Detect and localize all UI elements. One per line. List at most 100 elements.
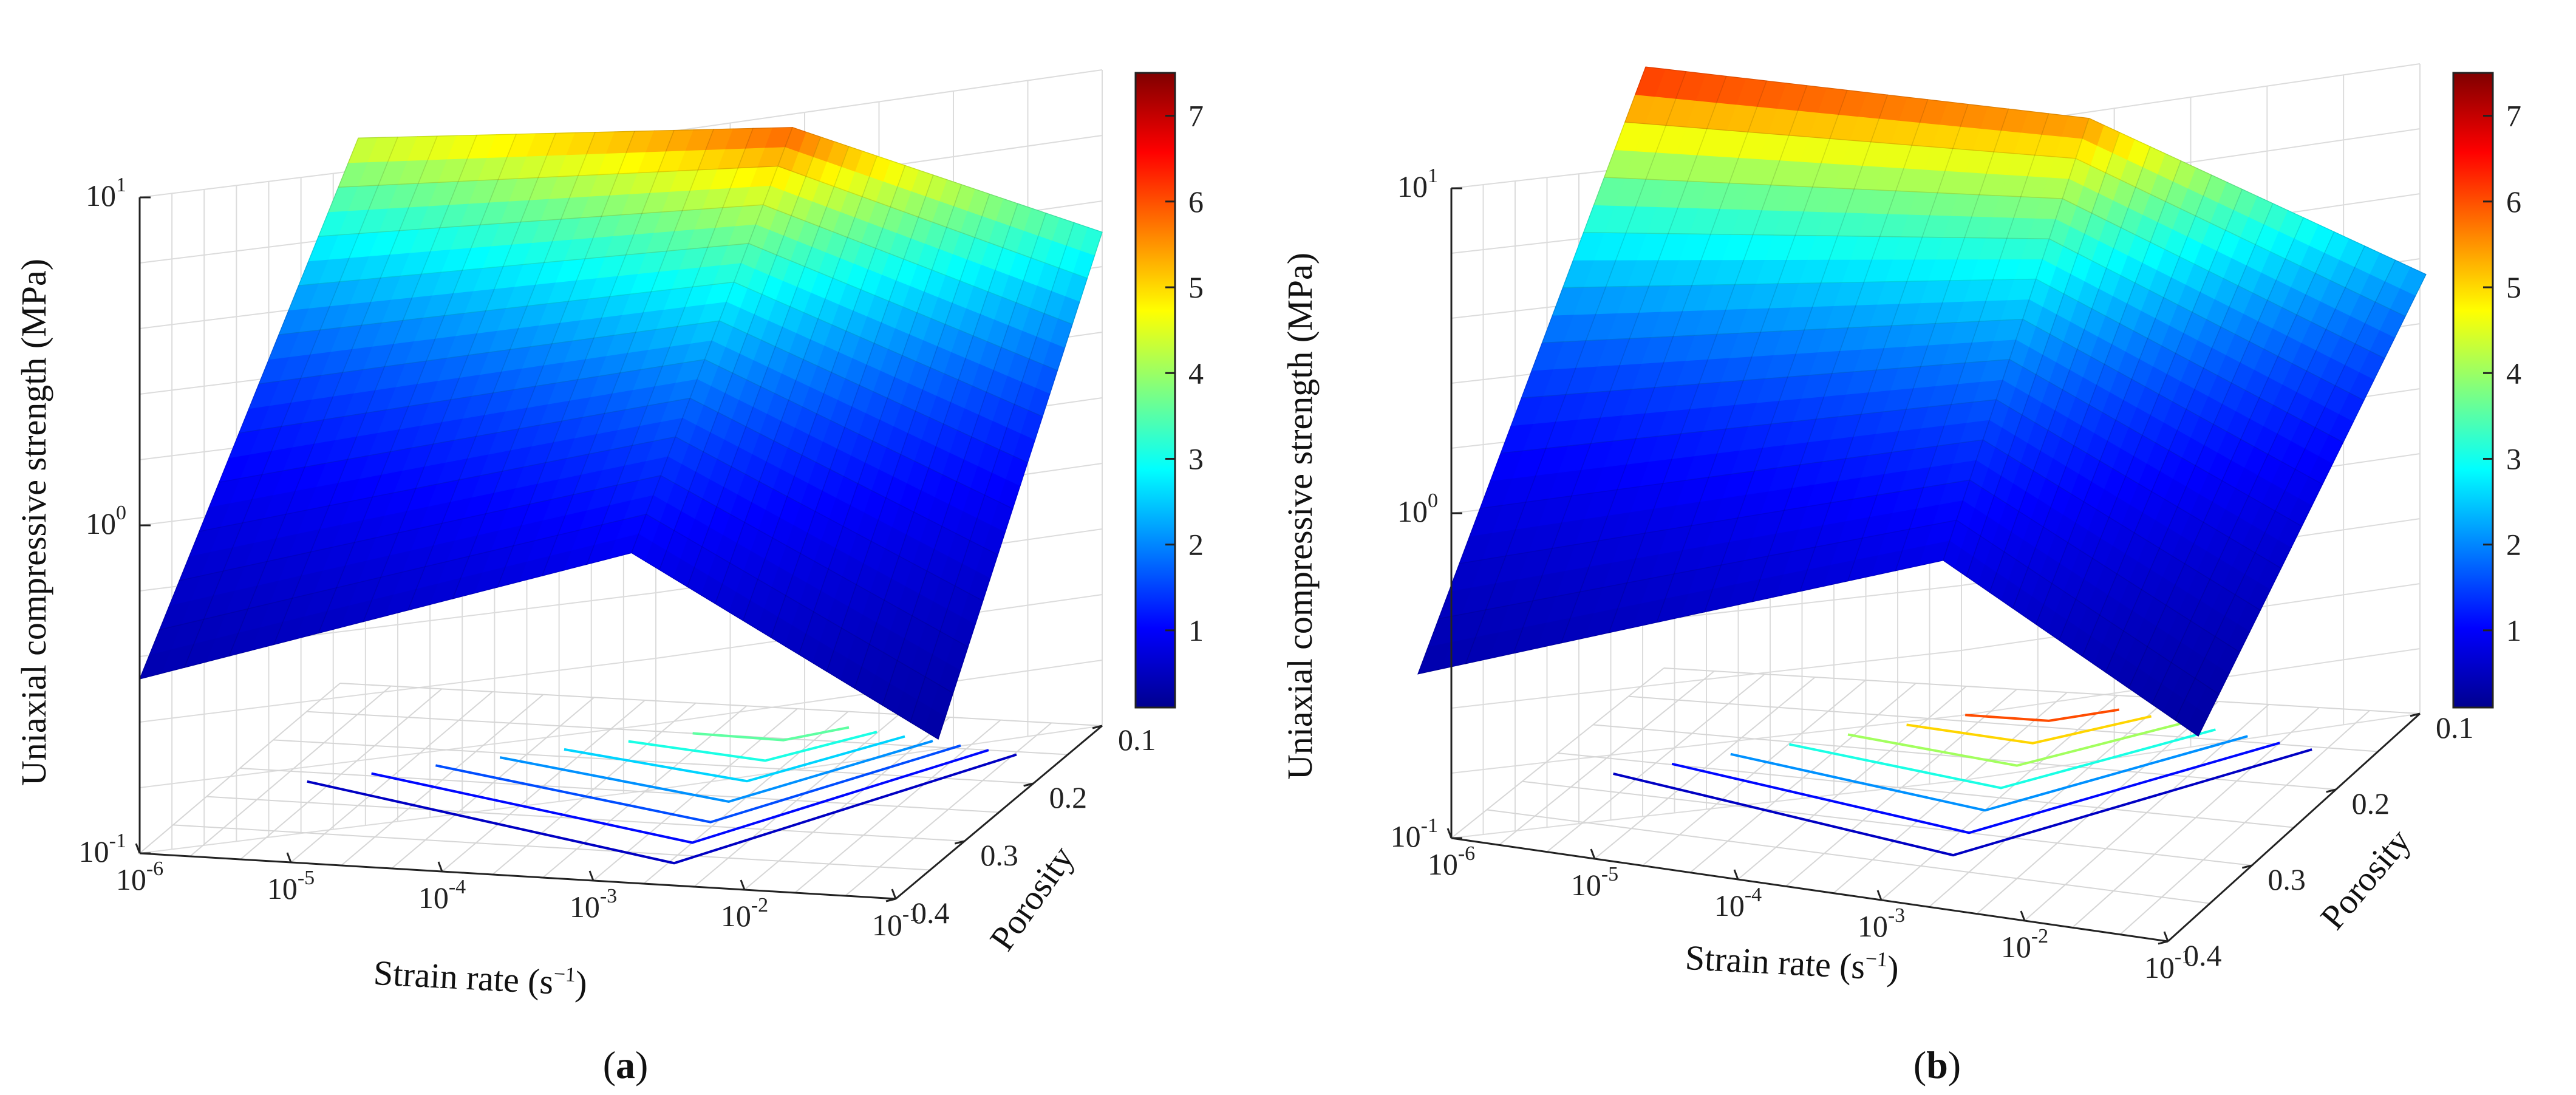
z-tick-label: 100 xyxy=(1397,490,1438,528)
y-tick xyxy=(954,840,965,845)
y-axis-label: Porosity xyxy=(2312,822,2418,937)
floor-gridline xyxy=(1628,695,2378,752)
panel-a: 10-110010110-610-510-410-310-210-10.10.2… xyxy=(14,69,1204,1086)
floor-gridline xyxy=(172,824,930,871)
mesh-line xyxy=(1561,80,1767,643)
surface-patch xyxy=(2400,267,2427,296)
colorbar-tick-label: 2 xyxy=(2506,528,2521,562)
wall-gridline xyxy=(139,725,1103,854)
mesh-line xyxy=(910,222,1075,723)
colorbar-tick-label: 3 xyxy=(1188,442,1204,476)
axes xyxy=(135,196,1103,902)
y-tick xyxy=(2158,940,2169,945)
x-axis-line xyxy=(139,852,896,900)
mesh-line xyxy=(690,397,998,556)
mesh-line xyxy=(2075,158,2406,317)
mesh-line xyxy=(318,134,517,633)
mesh-line xyxy=(159,513,647,630)
floor-gridline xyxy=(1557,752,2294,828)
y-tick-label: 0.1 xyxy=(1118,723,1156,757)
x-tick-label: 10-3 xyxy=(570,885,617,924)
x-tick-label: 10-6 xyxy=(1428,842,1475,881)
floor-grid xyxy=(139,683,1103,899)
x-tick-exponent: -3 xyxy=(1888,904,1905,927)
y-tick-label: 0.2 xyxy=(2352,786,2390,820)
x-tick-exponent: -1 xyxy=(902,903,919,926)
x-axis-label-exponent: −1 xyxy=(553,963,576,986)
mesh-line xyxy=(734,281,1043,417)
mesh-line xyxy=(1966,132,2121,577)
x-tick-exponent: -3 xyxy=(600,885,617,907)
y-tick xyxy=(2410,712,2421,717)
mesh-line xyxy=(298,243,749,286)
mesh-line xyxy=(660,475,969,647)
x-tick-exponent: -2 xyxy=(2031,925,2048,947)
surface-mesh xyxy=(1943,118,2427,737)
contour-line xyxy=(1613,748,2312,857)
mesh-line xyxy=(139,552,632,680)
contour-line xyxy=(1671,742,2280,834)
colorbar-tick-label: 6 xyxy=(2506,185,2521,219)
mesh-line xyxy=(1956,519,2220,695)
panel-label: (b) xyxy=(1913,1043,1961,1086)
mesh-line xyxy=(704,359,1014,510)
mesh-line xyxy=(259,320,720,384)
x-axis-label-text: Strain rate (s xyxy=(1685,938,1866,986)
mesh-line xyxy=(279,281,734,335)
z-tick-exponent: 1 xyxy=(116,174,126,196)
panel-b: 10-110010110-610-510-410-310-210-10.10.2… xyxy=(1280,63,2521,1086)
mesh-line xyxy=(1645,66,2090,119)
panel-label-letter: a xyxy=(616,1043,635,1086)
mesh-line xyxy=(1501,399,1997,454)
colorbar xyxy=(2452,72,2494,709)
mesh-line xyxy=(1562,278,2036,288)
mesh-line xyxy=(2036,278,2343,443)
mesh-line xyxy=(715,155,877,604)
mesh-line xyxy=(179,475,661,581)
x-tick xyxy=(740,879,746,890)
contour-line xyxy=(564,735,905,783)
y-tick-label: 0.4 xyxy=(2184,938,2222,972)
z-tick-label: 10-1 xyxy=(79,830,126,868)
surface-mesh xyxy=(1417,66,2090,675)
x-tick xyxy=(1876,890,1883,901)
z-tick-exponent: 0 xyxy=(1428,490,1438,512)
x-tick-exponent: -4 xyxy=(449,876,466,898)
contour-line xyxy=(1965,708,2120,722)
y-tick xyxy=(2326,788,2337,793)
x-tick-exponent: -6 xyxy=(146,858,163,880)
mesh-line xyxy=(2128,231,2335,689)
x-tick-label: 10-6 xyxy=(116,858,163,896)
x-axis-label-close: ) xyxy=(1886,948,1900,988)
x-tick xyxy=(2163,931,2169,942)
mesh-line xyxy=(2175,260,2396,721)
x-tick-label: 10-5 xyxy=(267,867,315,906)
z-axis-label: Uniaxial compressive strength (MPa) xyxy=(1280,253,1320,780)
contour-line xyxy=(371,749,989,844)
mesh-line xyxy=(2198,274,2427,737)
x-tick-exponent: -6 xyxy=(1458,842,1475,865)
floor-gridline xyxy=(339,683,1103,726)
mesh-line xyxy=(2022,318,2323,485)
surface xyxy=(1417,66,2427,737)
mesh-line xyxy=(586,128,754,565)
contour-line xyxy=(1730,735,2248,812)
x-tick-exponent: -4 xyxy=(1745,884,1762,906)
x-tick-label: 10-2 xyxy=(721,894,768,933)
x-tick-label: 10-5 xyxy=(1571,863,1618,902)
y-tick xyxy=(2241,864,2252,869)
mesh-line xyxy=(2151,245,2365,704)
mesh-line xyxy=(1459,479,1970,564)
mesh-line xyxy=(219,397,690,483)
x-axis-label-close: ) xyxy=(574,963,588,1003)
mesh-line xyxy=(646,514,953,694)
mesh-line xyxy=(2049,238,2365,401)
contour-line xyxy=(628,731,877,762)
mesh-line xyxy=(2088,118,2427,275)
z-tick-exponent: -1 xyxy=(109,830,126,852)
wall-gridline xyxy=(1451,583,2421,709)
colorbar-tick-label: 5 xyxy=(1188,270,1204,304)
floor-contours xyxy=(307,726,1017,865)
x-tick-exponent: -1 xyxy=(2175,946,2192,968)
wall-gridline xyxy=(1451,648,2421,774)
